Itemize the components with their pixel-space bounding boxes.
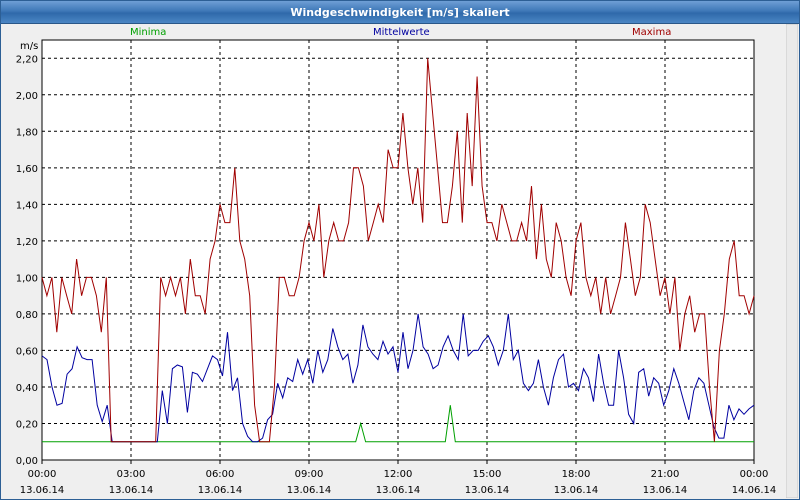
y-tick-label: 0,80 [16,310,38,321]
x-tick-time: 06:00 [206,469,235,480]
legend-minima: Minima [130,27,166,38]
legend-mittelwerte: Mittelwerte [373,27,430,38]
y-tick-label: 0,60 [16,346,38,357]
title-bar[interactable]: Windgeschwindigkeit [m/s] skaliert [1,1,799,24]
x-tick-time: 12:00 [384,469,413,480]
x-tick-date: 13.06.14 [465,485,510,496]
x-tick-date: 13.06.14 [20,485,65,496]
window-title: Windgeschwindigkeit [m/s] skaliert [290,5,510,19]
y-tick-label: 0,00 [16,456,38,467]
x-tick-date: 14.06.14 [732,485,777,496]
x-tick-time: 21:00 [651,469,680,480]
y-axis-tick-labels: 0,00 0,20 0,40 0,60 0,80 1,00 1,20 1,40 1,60 1,80… [16,54,38,467]
y-tick-label: 1,80 [16,127,38,138]
series-lines [41,58,755,443]
y-tick-label: 2,00 [16,91,38,102]
x-tick-date: 13.06.14 [376,485,421,496]
y-tick-label: 1,60 [16,164,38,175]
x-tick-time: 00:00 [740,469,769,480]
vertical-scrollbar[interactable] [786,24,798,498]
y-tick-label: 0,40 [16,383,38,394]
x-tick-date: 13.06.14 [287,485,332,496]
series-line-mittelwerte [41,313,755,443]
x-tick-time: 03:00 [117,469,146,480]
y-tick-label: 1,20 [16,237,38,248]
series-line-maxima [41,58,755,443]
x-tick-date: 13.06.14 [554,485,599,496]
x-axis-tick-labels: 00:00 13.06.14 03:00 13.06.14 06:00 13.06.14 0… [20,469,777,496]
y-tick-label: 1,40 [16,200,38,211]
y-tick-label: 2,20 [16,54,38,65]
y-axis-label: m/s [20,41,38,52]
x-tick-time: 15:00 [473,469,502,480]
series-line-minima [42,405,754,443]
legend-maxima: Maxima [632,27,671,38]
x-tick-date: 13.06.14 [109,485,154,496]
x-tick-time: 18:00 [562,469,591,480]
x-tick-time: 00:00 [28,469,57,480]
x-tick-date: 13.06.14 [643,485,688,496]
y-tick-label: 1,00 [16,273,38,284]
x-tick-time: 09:00 [295,469,324,480]
x-tick-date: 13.06.14 [198,485,243,496]
y-tick-label: 0,20 [16,419,38,430]
